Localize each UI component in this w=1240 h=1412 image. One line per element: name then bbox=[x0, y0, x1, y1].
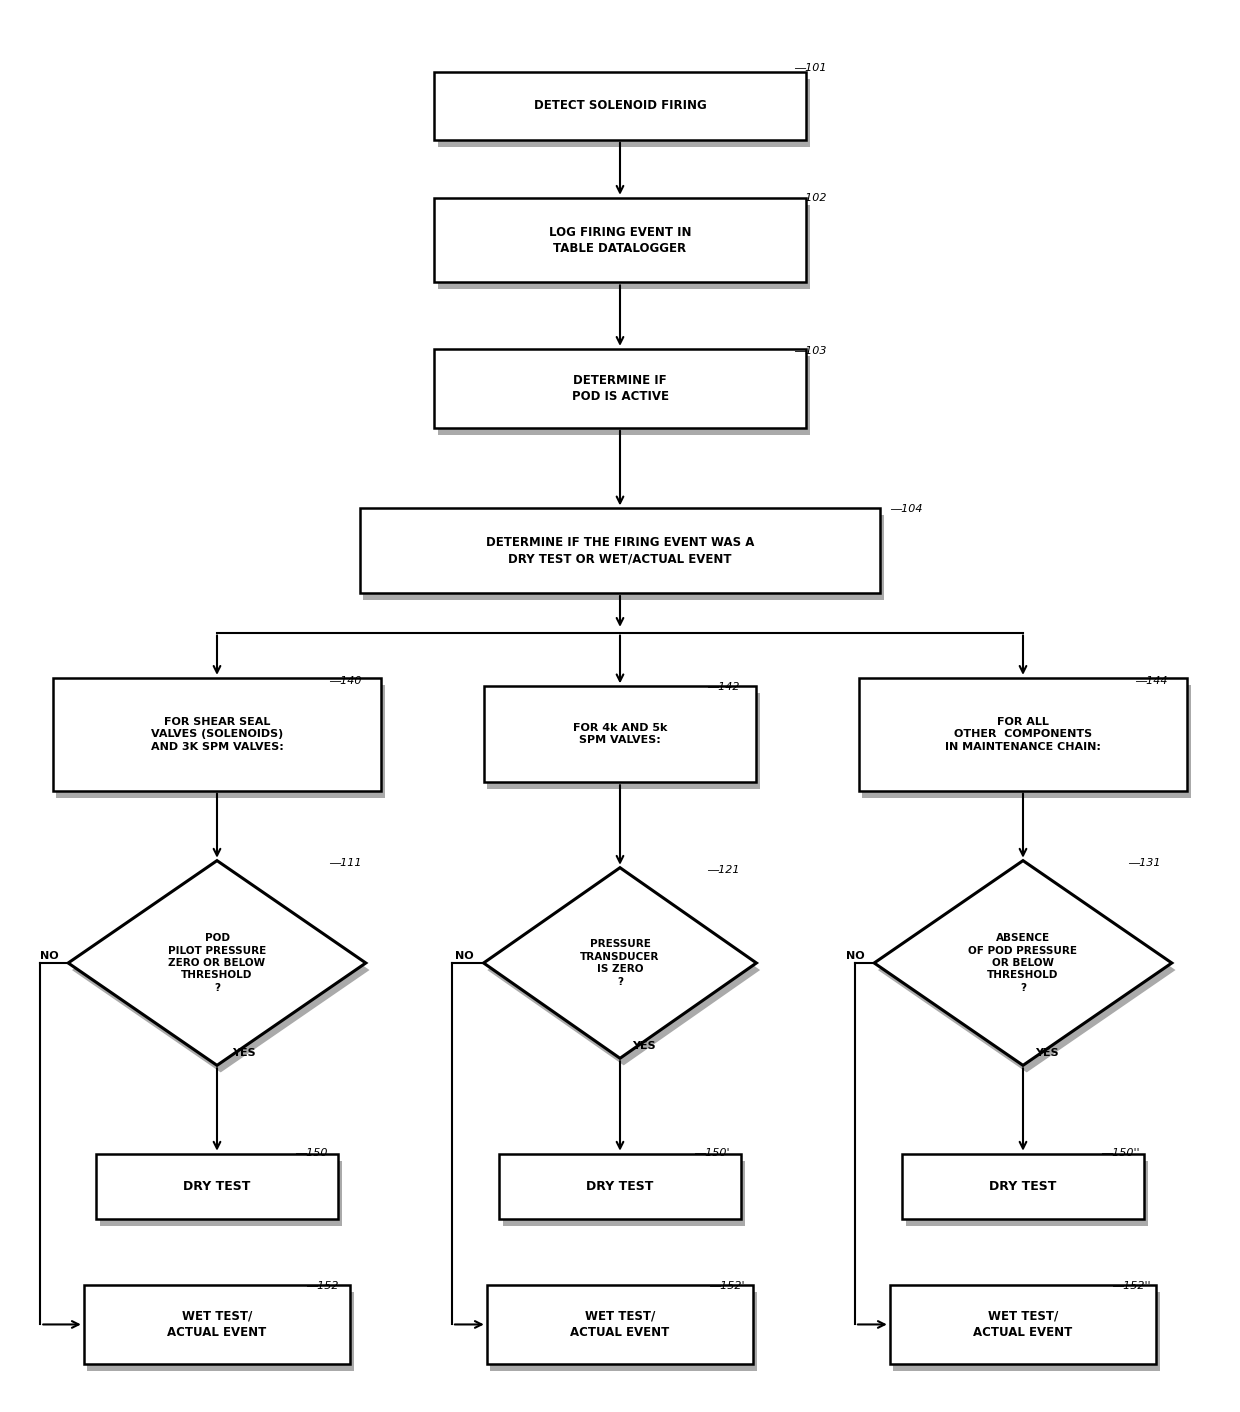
Text: DETECT SOLENOID FIRING: DETECT SOLENOID FIRING bbox=[533, 99, 707, 113]
FancyBboxPatch shape bbox=[95, 1154, 337, 1219]
FancyBboxPatch shape bbox=[438, 205, 810, 289]
Text: ―102: ―102 bbox=[794, 193, 826, 203]
FancyBboxPatch shape bbox=[56, 685, 384, 798]
Text: YES: YES bbox=[632, 1042, 656, 1052]
Text: FOR SHEAR SEAL
VALVES (SOLENOIDS)
AND 3K SPM VALVES:: FOR SHEAR SEAL VALVES (SOLENOIDS) AND 3K… bbox=[150, 717, 284, 751]
Text: DRY TEST: DRY TEST bbox=[587, 1179, 653, 1193]
Polygon shape bbox=[487, 874, 760, 1065]
Text: LOG FIRING EVENT IN
TABLE DATALOGGER: LOG FIRING EVENT IN TABLE DATALOGGER bbox=[549, 226, 691, 254]
FancyBboxPatch shape bbox=[486, 1285, 754, 1364]
FancyBboxPatch shape bbox=[893, 1292, 1159, 1371]
Text: DRY TEST: DRY TEST bbox=[990, 1179, 1056, 1193]
FancyBboxPatch shape bbox=[905, 1161, 1147, 1226]
FancyBboxPatch shape bbox=[363, 515, 884, 600]
FancyBboxPatch shape bbox=[889, 1285, 1156, 1364]
Text: YES: YES bbox=[232, 1048, 255, 1059]
FancyBboxPatch shape bbox=[360, 508, 880, 593]
Text: YES: YES bbox=[1035, 1048, 1059, 1059]
Text: ABSENCE
OF POD PRESSURE
OR BELOW
THRESHOLD
?: ABSENCE OF POD PRESSURE OR BELOW THRESHO… bbox=[968, 933, 1078, 993]
Text: DETERMINE IF
POD IS ACTIVE: DETERMINE IF POD IS ACTIVE bbox=[572, 374, 668, 402]
Text: ―103: ―103 bbox=[794, 346, 826, 356]
Text: NO: NO bbox=[40, 950, 58, 962]
Polygon shape bbox=[484, 867, 756, 1059]
FancyBboxPatch shape bbox=[99, 1161, 341, 1226]
FancyBboxPatch shape bbox=[434, 72, 806, 140]
FancyBboxPatch shape bbox=[901, 1154, 1143, 1219]
Text: ―101: ―101 bbox=[794, 64, 826, 73]
Text: ―152'': ―152'' bbox=[1112, 1281, 1151, 1291]
FancyBboxPatch shape bbox=[438, 356, 810, 435]
Text: ―152': ―152' bbox=[709, 1281, 745, 1291]
FancyBboxPatch shape bbox=[87, 1292, 355, 1371]
Polygon shape bbox=[874, 860, 1172, 1065]
FancyBboxPatch shape bbox=[503, 1161, 744, 1226]
Text: POD
PILOT PRESSURE
ZERO OR BELOW
THRESHOLD
?: POD PILOT PRESSURE ZERO OR BELOW THRESHO… bbox=[167, 933, 267, 993]
Text: ―144: ―144 bbox=[1135, 676, 1167, 686]
FancyBboxPatch shape bbox=[862, 685, 1190, 798]
FancyBboxPatch shape bbox=[498, 1154, 740, 1219]
Text: WET TEST/
ACTUAL EVENT: WET TEST/ ACTUAL EVENT bbox=[167, 1310, 267, 1339]
FancyBboxPatch shape bbox=[858, 678, 1188, 791]
FancyBboxPatch shape bbox=[487, 693, 760, 789]
FancyBboxPatch shape bbox=[83, 1285, 350, 1364]
FancyBboxPatch shape bbox=[52, 678, 382, 791]
Polygon shape bbox=[72, 867, 370, 1073]
Polygon shape bbox=[68, 860, 366, 1065]
Text: ―142: ―142 bbox=[707, 682, 739, 692]
Text: ―140: ―140 bbox=[329, 676, 361, 686]
FancyBboxPatch shape bbox=[434, 198, 806, 282]
FancyBboxPatch shape bbox=[438, 79, 810, 147]
Text: ―121: ―121 bbox=[707, 866, 739, 875]
Text: ―104: ―104 bbox=[890, 504, 923, 514]
Text: ―150': ―150' bbox=[694, 1148, 730, 1158]
FancyBboxPatch shape bbox=[491, 1292, 756, 1371]
Text: ―150: ―150 bbox=[295, 1148, 327, 1158]
Text: ―152: ―152 bbox=[306, 1281, 339, 1291]
Text: ―150'': ―150'' bbox=[1101, 1148, 1140, 1158]
Text: DETERMINE IF THE FIRING EVENT WAS A
DRY TEST OR WET/ACTUAL EVENT: DETERMINE IF THE FIRING EVENT WAS A DRY … bbox=[486, 537, 754, 565]
FancyBboxPatch shape bbox=[434, 349, 806, 428]
FancyBboxPatch shape bbox=[484, 686, 756, 782]
Text: NO: NO bbox=[455, 950, 474, 962]
Text: ―131: ―131 bbox=[1128, 858, 1161, 868]
Text: PRESSURE
TRANSDUCER
IS ZERO
?: PRESSURE TRANSDUCER IS ZERO ? bbox=[580, 939, 660, 987]
Text: WET TEST/
ACTUAL EVENT: WET TEST/ ACTUAL EVENT bbox=[570, 1310, 670, 1339]
Polygon shape bbox=[878, 867, 1176, 1073]
Text: DRY TEST: DRY TEST bbox=[184, 1179, 250, 1193]
Text: ―111: ―111 bbox=[329, 858, 361, 868]
Text: WET TEST/
ACTUAL EVENT: WET TEST/ ACTUAL EVENT bbox=[973, 1310, 1073, 1339]
Text: FOR 4k AND 5k
SPM VALVES:: FOR 4k AND 5k SPM VALVES: bbox=[573, 723, 667, 746]
Text: FOR ALL
OTHER  COMPONENTS
IN MAINTENANCE CHAIN:: FOR ALL OTHER COMPONENTS IN MAINTENANCE … bbox=[945, 717, 1101, 751]
Text: NO: NO bbox=[846, 950, 864, 962]
